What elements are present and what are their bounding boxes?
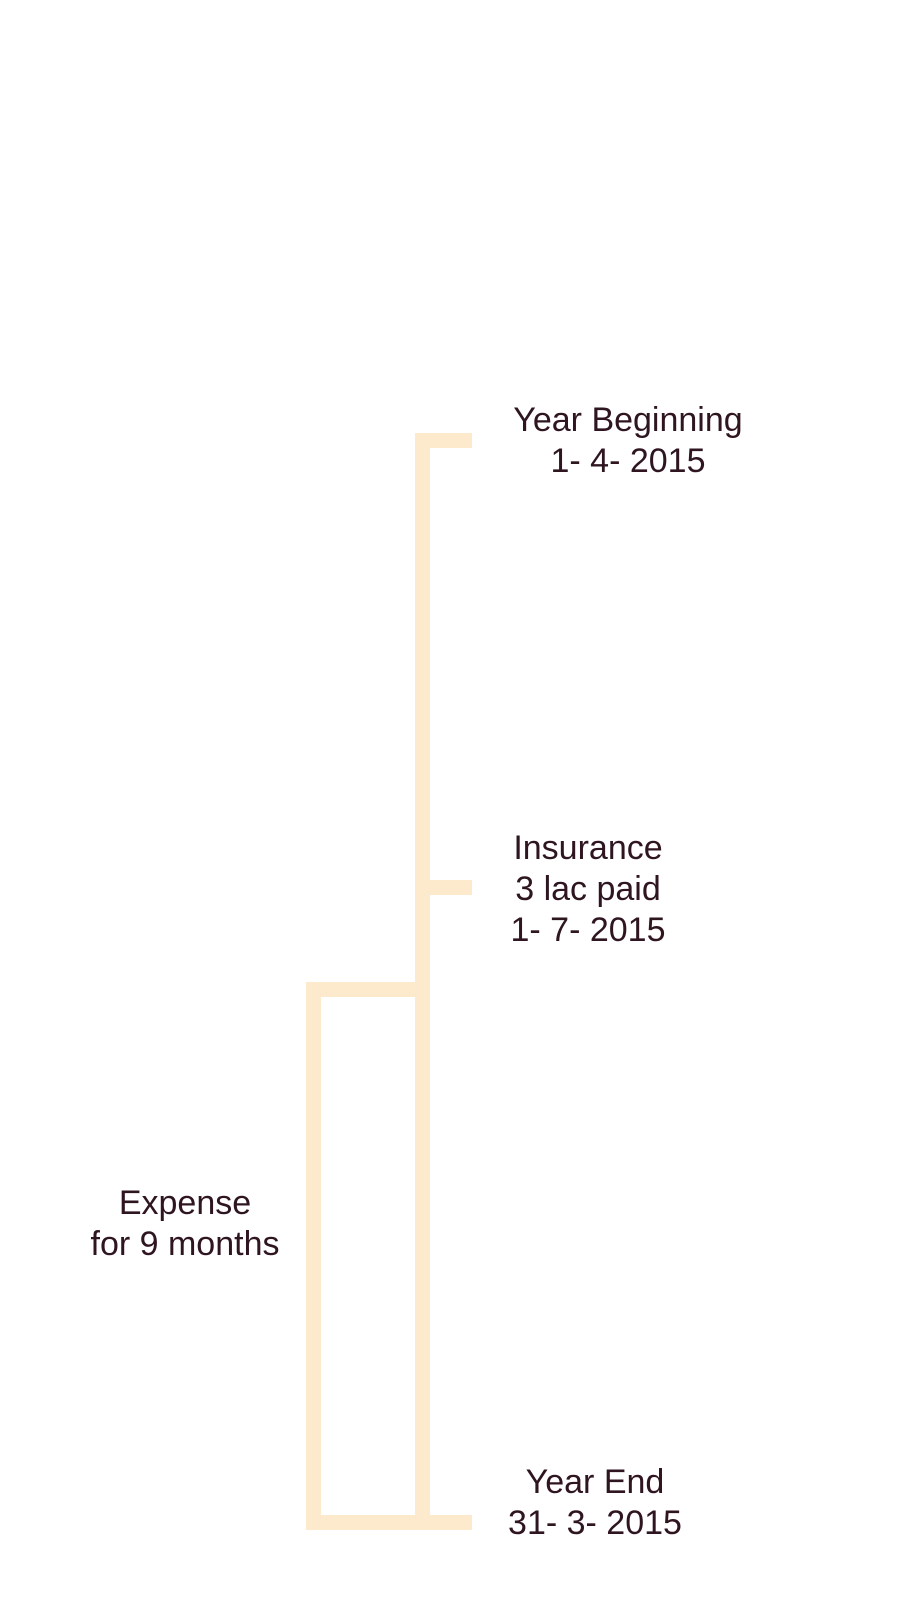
year-end-date: 31- 3- 2015 bbox=[508, 1504, 682, 1542]
timeline-main-line bbox=[415, 433, 430, 1530]
expense-title: Expense bbox=[118, 1184, 252, 1222]
year-end-title: Year End bbox=[525, 1463, 665, 1501]
timeline-tick-insurance bbox=[430, 880, 472, 895]
year-beginning-title: Year Beginning bbox=[513, 401, 743, 439]
expense-bracket-top bbox=[306, 982, 415, 997]
insurance-title: Insurance bbox=[513, 829, 663, 867]
year-beginning-label: Year Beginning 1- 4- 2015 bbox=[498, 400, 758, 482]
timeline-tick-year-end bbox=[415, 1515, 472, 1530]
timeline-tick-year-beginning bbox=[415, 433, 472, 448]
insurance-label: Insurance 3 lac paid 1- 7- 2015 bbox=[488, 828, 688, 951]
expense-label: Expense for 9 months bbox=[70, 1183, 300, 1265]
expense-bracket-bottom bbox=[306, 1515, 415, 1530]
year-beginning-date: 1- 4- 2015 bbox=[550, 442, 706, 480]
year-end-label: Year End 31- 3- 2015 bbox=[490, 1462, 700, 1544]
insurance-amount: 3 lac paid bbox=[515, 870, 661, 908]
expense-period: for 9 months bbox=[90, 1225, 280, 1263]
expense-bracket-side bbox=[306, 982, 321, 1530]
insurance-date: 1- 7- 2015 bbox=[510, 911, 666, 949]
